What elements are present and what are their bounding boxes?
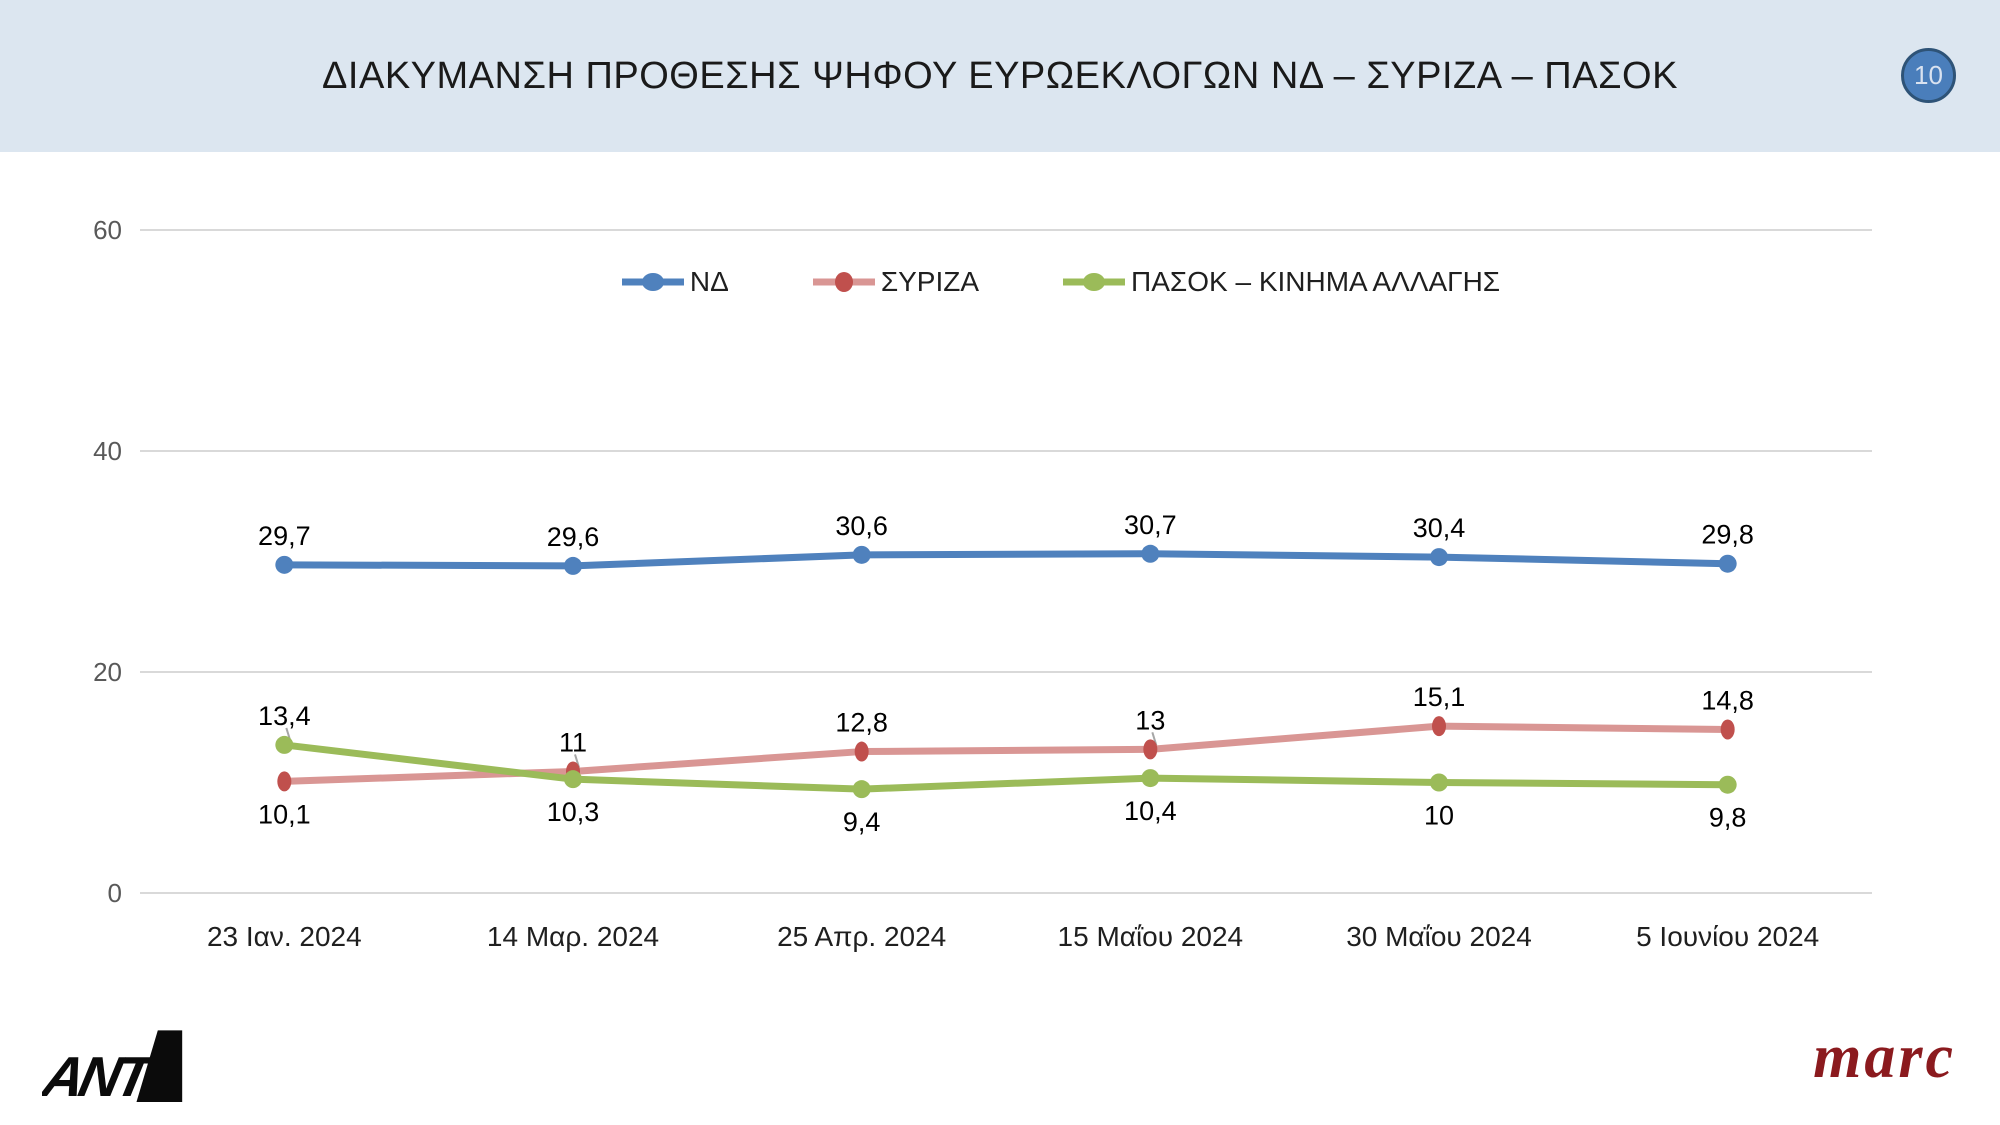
data-label: 14,8 xyxy=(1701,685,1754,715)
data-point-0 xyxy=(1430,548,1448,567)
x-axis-label: 30 Μαΐου 2024 xyxy=(1346,921,1532,952)
data-point-2 xyxy=(852,780,871,799)
data-point-1 xyxy=(854,741,869,762)
y-axis-tick-label: 40 xyxy=(93,436,122,466)
x-axis-label: 25 Απρ. 2024 xyxy=(777,921,946,952)
page-number-badge: 10 xyxy=(1901,48,1956,103)
data-label: 29,6 xyxy=(547,522,600,552)
data-point-2 xyxy=(1141,769,1160,788)
legend-item-pasok: ΠΑΣΟΚ – ΚΙΝΗΜΑ ΑΛΛΑΓΗΣ xyxy=(1061,266,1500,298)
data-point-2 xyxy=(1718,775,1737,794)
series-line-2 xyxy=(280,741,1732,793)
data-label: 30,6 xyxy=(835,511,888,541)
y-axis-tick-label: 60 xyxy=(93,215,122,245)
series-line-0 xyxy=(280,550,1732,570)
y-axis-tick-label: 20 xyxy=(93,657,122,687)
data-point-2 xyxy=(564,770,582,789)
x-axis-label: 15 Μαΐου 2024 xyxy=(1058,921,1244,952)
legend-label: ΣΥΡΙΖΑ xyxy=(880,266,980,297)
data-point-0 xyxy=(564,556,582,575)
marc-logo: marc xyxy=(1813,1023,1956,1091)
data-label: 9,8 xyxy=(1709,803,1747,833)
data-point-0 xyxy=(852,545,871,564)
data-point-2 xyxy=(275,735,294,754)
data-point-2 xyxy=(1430,773,1448,792)
data-label: 13,4 xyxy=(258,701,311,731)
legend-item-syriza: ΣΥΡΙΖΑ xyxy=(811,266,979,298)
data-label: 9,4 xyxy=(843,807,881,837)
data-label: 10,3 xyxy=(547,797,600,827)
data-label: 30,4 xyxy=(1413,513,1466,543)
data-label: 13 xyxy=(1135,705,1165,735)
data-label: 10,1 xyxy=(258,799,311,829)
header-band: ΔΙΑΚΥΜΑΝΣΗ ΠΡΟΘΕΣΗΣ ΨΗΦΟΥ ΕΥΡΩΕΚΛΟΓΩΝ ΝΔ… xyxy=(0,0,2000,152)
data-point-1 xyxy=(1720,719,1735,740)
data-label: 29,8 xyxy=(1701,520,1754,550)
legend-item-nd: ΝΔ xyxy=(620,266,729,298)
legend-label: ΝΔ xyxy=(689,266,729,297)
line-marker-icon xyxy=(1063,273,1126,291)
data-point-0 xyxy=(1718,554,1737,573)
data-label: 15,1 xyxy=(1413,682,1466,712)
data-point-0 xyxy=(275,555,294,574)
chart-legend: ΝΔ ΣΥΡΙΖΑ ΠΑΣΟΚ – ΚΙΝΗΜΑ ΑΛΛΑΓΗΣ xyxy=(0,266,2000,298)
legend-label: ΠΑΣΟΚ – ΚΙΝΗΜΑ ΑΛΛΑΓΗΣ xyxy=(1131,266,1501,297)
data-label: 10,4 xyxy=(1124,796,1177,826)
ant1-logo: ANT xyxy=(42,1030,183,1109)
page-title: ΔΙΑΚΥΜΑΝΣΗ ΠΡΟΘΕΣΗΣ ΨΗΦΟΥ ΕΥΡΩΕΚΛΟΓΩΝ ΝΔ… xyxy=(322,54,1678,97)
data-label: 12,8 xyxy=(835,708,888,738)
data-point-1 xyxy=(1143,739,1158,760)
x-axis-label: 23 Ιαν. 2024 xyxy=(207,921,362,952)
data-label: 29,7 xyxy=(258,521,311,551)
ant1-logo-digit xyxy=(136,1030,183,1103)
y-axis-tick-label: 0 xyxy=(108,878,122,908)
x-axis-label: 5 Ιουνίου 2024 xyxy=(1636,921,1819,952)
data-point-1 xyxy=(277,771,292,792)
line-marker-icon xyxy=(812,272,875,292)
data-label: 11 xyxy=(559,727,587,757)
data-point-1 xyxy=(1432,716,1446,737)
data-point-0 xyxy=(1141,544,1160,563)
data-label: 10 xyxy=(1424,801,1454,831)
line-marker-icon xyxy=(621,273,684,291)
page-number: 10 xyxy=(1914,60,1943,90)
x-axis-label: 14 Μαρ. 2024 xyxy=(487,921,659,952)
data-label: 30,7 xyxy=(1124,510,1177,540)
